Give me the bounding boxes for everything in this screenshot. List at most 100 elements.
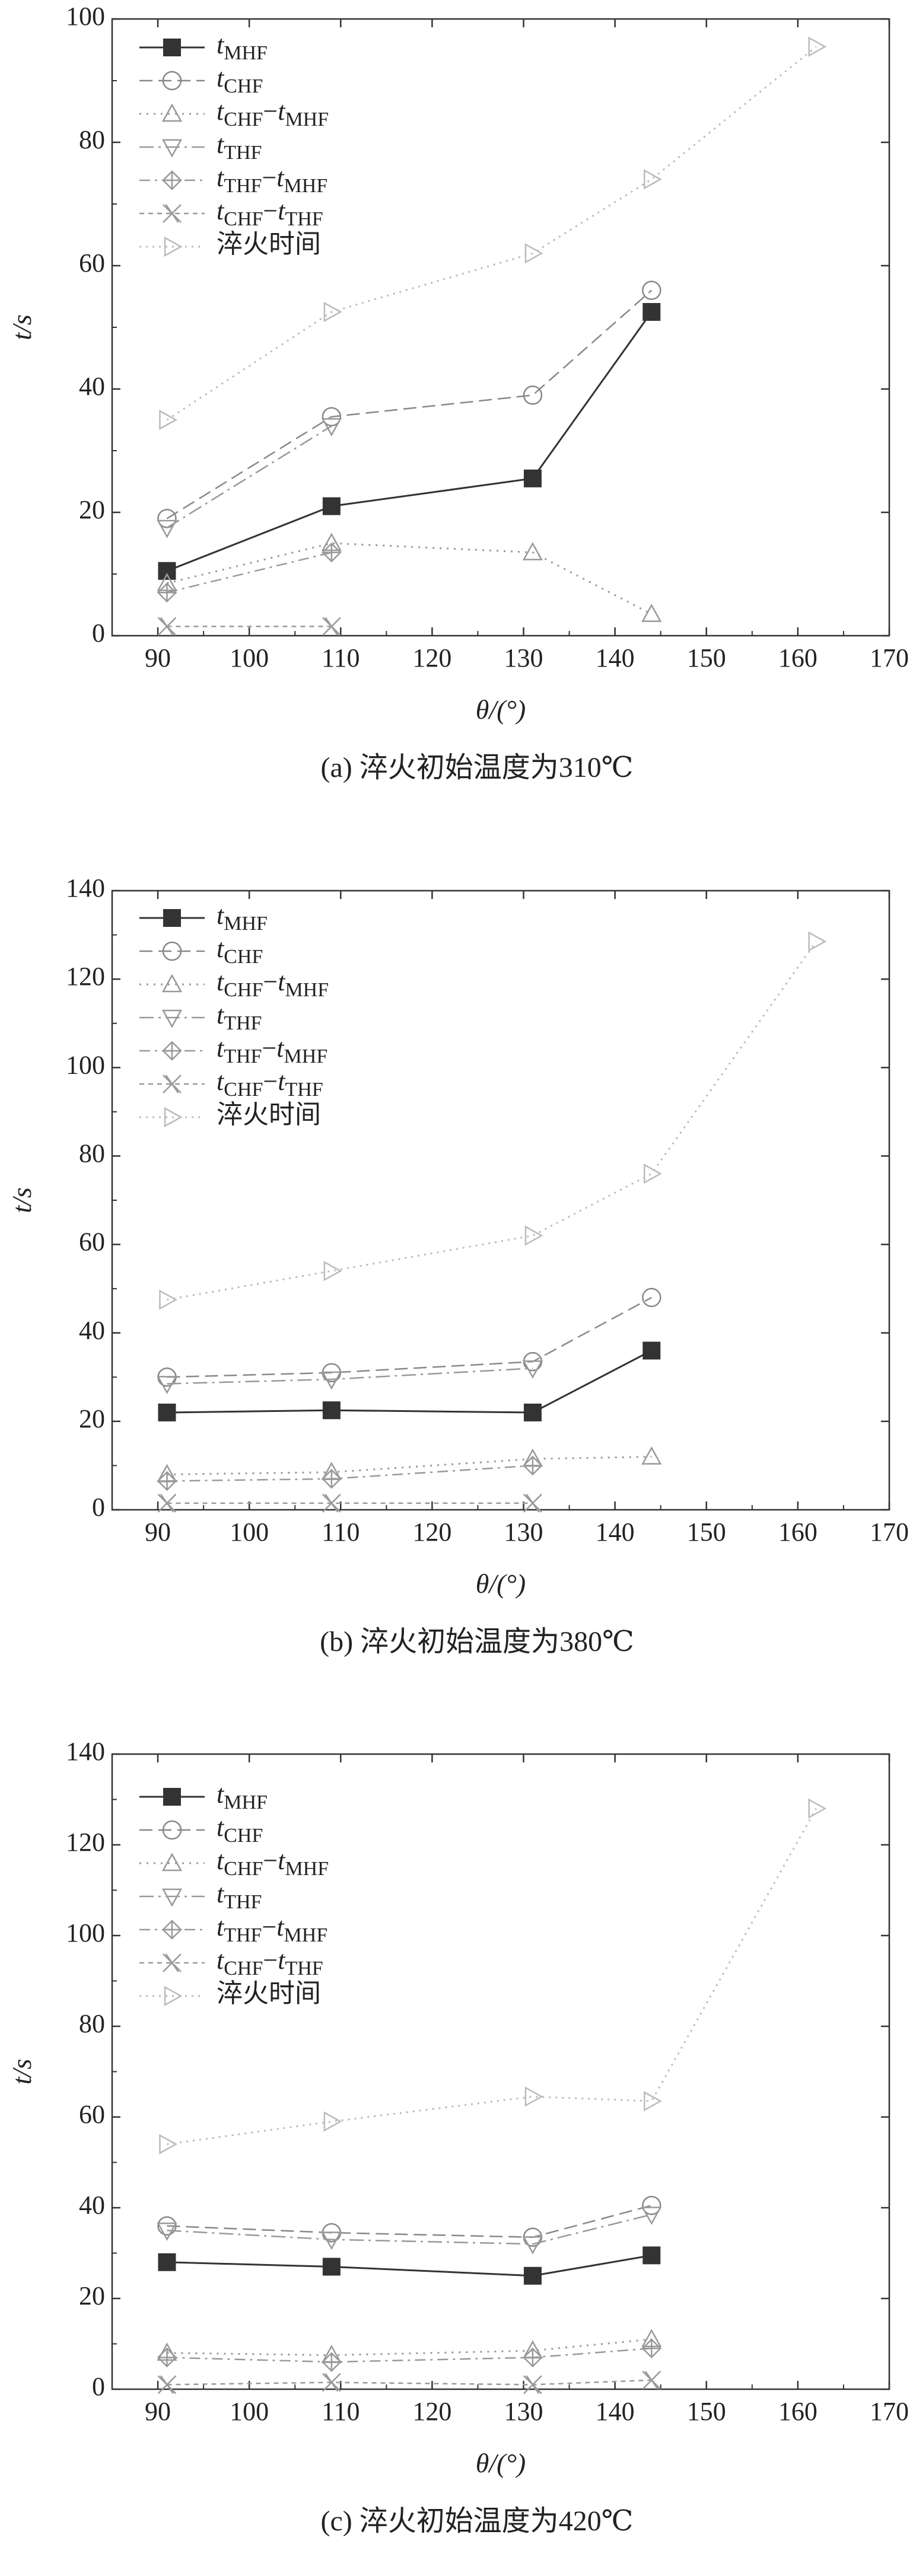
y-axis-label: t/s [7, 1187, 37, 1213]
data-point [808, 36, 827, 57]
legend-label: tTHF−tMHF [217, 1034, 327, 1067]
legend-item: tTHF−tMHF [139, 1912, 327, 1946]
series-5 [157, 1455, 543, 1491]
data-point [158, 2253, 176, 2271]
legend-item: 淬火时间 [139, 229, 321, 259]
legend-label: tCHF−tTHF [217, 1946, 323, 1979]
x-tick-label: 140 [596, 643, 635, 672]
data-point [159, 2134, 178, 2155]
legend-item: tCHF−tTHF [139, 1067, 323, 1101]
data-point [641, 604, 662, 622]
data-point [157, 2375, 177, 2395]
x-tick-label: 170 [870, 2397, 909, 2426]
legend-item: tCHF−tMHF [139, 1846, 329, 1880]
y-tick-label: 0 [92, 1493, 105, 1522]
data-point [322, 2352, 342, 2372]
y-tick-label: 60 [79, 1228, 105, 1257]
legend-item: tCHF−tTHF [139, 196, 323, 230]
data-point [322, 1493, 341, 1513]
series-line [166, 425, 332, 529]
legend-marker [161, 139, 183, 158]
chart-panel-3: 90 100 110 120 130 140 150 160 170 0 20 40 60 80 100 12… [7, 1737, 909, 2537]
data-point [323, 2111, 342, 2132]
data-point [157, 617, 177, 636]
series-5 [157, 2338, 662, 2372]
legend-item: tTHF [139, 130, 262, 164]
data-point [523, 1455, 543, 1476]
x-tick-label: 120 [412, 2397, 451, 2426]
legend-marker [161, 1853, 183, 1872]
legend-marker [162, 1041, 182, 1061]
data-point [323, 301, 342, 323]
data-point [157, 1376, 177, 1395]
data-point [642, 2246, 661, 2265]
x-tick-label: 90 [145, 1517, 171, 1547]
y-tick-label: 20 [79, 2281, 105, 2310]
legend-label: tCHF−tMHF [217, 1846, 329, 1880]
data-point [642, 2370, 661, 2390]
series-7 [159, 1798, 827, 2155]
legend-label: tCHF−tTHF [217, 1067, 323, 1101]
data-point [522, 1360, 543, 1379]
series-line [167, 542, 652, 615]
legend-label: tCHF [217, 934, 263, 968]
data-point [523, 469, 542, 487]
legend-marker [163, 1075, 182, 1093]
x-tick-label: 130 [504, 643, 543, 672]
x-tick-label: 140 [596, 2397, 635, 2426]
data-point [157, 582, 177, 602]
data-point [322, 542, 342, 563]
data-point [157, 519, 177, 538]
data-point [158, 1403, 176, 1421]
y-axis-label: t/s [7, 314, 37, 340]
legend-item: tTHF−tMHF [139, 1034, 327, 1067]
legend-label: tMHF [217, 1780, 268, 1813]
data-point [159, 409, 178, 431]
panel-caption: (b) 淬火初始温度为380℃ [320, 1626, 634, 1657]
panel-caption: (a) 淬火初始温度为310℃ [321, 752, 634, 783]
x-tick-label: 170 [870, 1517, 909, 1547]
legend-item: tMHF [139, 30, 268, 64]
series-line [167, 2338, 652, 2357]
legend-label: tCHF [217, 1813, 263, 1847]
x-axis-label: θ/(°) [476, 1568, 526, 1599]
data-point [642, 280, 661, 300]
series-line [166, 46, 817, 421]
legend-marker [163, 909, 181, 927]
legend-label: tTHF [217, 130, 262, 164]
data-point [523, 1493, 542, 1513]
series-line [166, 311, 653, 572]
series-7 [159, 931, 827, 1310]
data-point [322, 2258, 341, 2276]
x-tick-label: 110 [322, 643, 360, 672]
data-point [157, 1471, 177, 1491]
x-axis-label: θ/(°) [476, 2448, 526, 2478]
plot-frame [111, 1753, 890, 2390]
legend-label: tCHF [217, 63, 263, 97]
x-tick-label: 120 [412, 1517, 451, 1547]
y-tick-label: 20 [79, 495, 105, 524]
y-tick-label: 80 [79, 1139, 105, 1168]
series-4 [157, 1360, 543, 1395]
y-tick-label: 80 [79, 125, 105, 154]
legend-marker [163, 39, 181, 56]
data-point [524, 1225, 543, 1246]
y-tick-label: 40 [79, 2191, 105, 2220]
x-tick-label: 160 [778, 643, 817, 672]
x-tick-label: 90 [145, 2397, 171, 2426]
legend-label: tCHF−tTHF [217, 196, 323, 230]
y-tick-label: 0 [92, 619, 105, 648]
legend: tMHFtCHFtCHF−tMHFtTHFtTHF−tMHFtCHF−tTHF淬… [139, 901, 329, 1129]
legend-label: 淬火时间 [217, 1100, 321, 1129]
data-point [644, 169, 662, 190]
data-point [524, 243, 543, 264]
x-tick-label: 130 [504, 2397, 543, 2426]
series-line [167, 2254, 652, 2277]
data-point [523, 1403, 542, 1421]
legend-item: tCHF−tMHF [139, 967, 329, 1001]
data-point [642, 2195, 661, 2215]
data-point [808, 1798, 827, 1819]
series-1 [158, 2246, 661, 2285]
y-tick-label: 100 [66, 1050, 105, 1079]
